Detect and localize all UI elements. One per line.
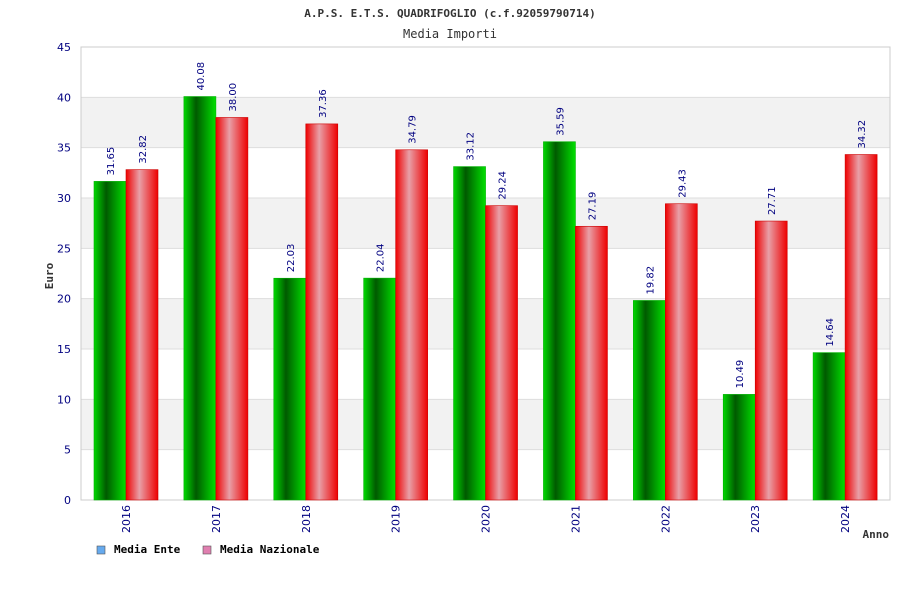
bar-media-nazionale-2019 — [395, 149, 428, 501]
chart-title: A.P.S. E.T.S. QUADRIFOGLIO (c.f.92059790… — [304, 7, 595, 20]
bar-media-nazionale-2023 — [754, 220, 788, 501]
x-axis-label: Anno — [863, 528, 890, 541]
x-tick-label: 2019 — [390, 505, 403, 533]
legend-label-media-nazionale: Media Nazionale — [220, 543, 320, 556]
bar-media-nazionale-2021 — [575, 225, 608, 501]
value-label: 33.12 — [466, 132, 477, 161]
y-tick-label: 40 — [57, 91, 71, 104]
bar-media-nazionale-2017 — [215, 117, 249, 501]
y-tick-label: 15 — [57, 343, 71, 356]
chart-subtitle: Media Importi — [403, 27, 497, 41]
y-tick-labels: 0 5 10 15 20 25 30 35 40 45 — [57, 41, 71, 507]
value-label: 27.71 — [767, 186, 778, 215]
y-tick-label: 35 — [57, 142, 71, 155]
value-label: 22.04 — [376, 243, 387, 272]
legend-swatch-media-ente — [96, 545, 106, 555]
bar-media-nazionale-2022 — [665, 203, 698, 501]
value-label: 29.24 — [498, 171, 509, 200]
x-tick-labels: 2016 2017 2018 2019 2020 2021 2022 2023 2024 — [120, 505, 852, 533]
bar-media-ente-2018 — [273, 277, 307, 501]
value-label: 37.36 — [318, 89, 329, 118]
value-label: 19.82 — [645, 266, 656, 295]
y-tick-label: 5 — [64, 444, 71, 457]
value-label: 29.43 — [677, 169, 688, 198]
value-label: 34.79 — [408, 115, 419, 144]
legend-swatch-media-nazionale — [202, 545, 212, 555]
bar-media-ente-2023 — [722, 394, 756, 501]
x-tick-label: 2016 — [120, 505, 133, 533]
y-tick-label: 25 — [57, 242, 71, 255]
value-label: 10.49 — [735, 360, 746, 389]
x-tick-label: 2023 — [749, 505, 762, 533]
legend-label-media-ente: Media Ente — [114, 543, 181, 556]
value-labels: 31.65 32.82 40.08 38.00 22.03 37.36 22.04 34.79… — [106, 62, 868, 389]
value-label: 38.00 — [228, 83, 239, 112]
y-tick-label: 30 — [57, 192, 71, 205]
y-tick-label: 0 — [64, 494, 71, 507]
bar-media-ente-2020 — [453, 166, 486, 501]
value-label: 32.82 — [138, 135, 149, 164]
x-tick-label: 2022 — [659, 505, 672, 533]
value-label: 35.59 — [555, 107, 566, 136]
x-tick-label: 2017 — [210, 505, 223, 533]
x-tick-label: 2018 — [300, 505, 313, 533]
x-tick-label: 2021 — [569, 505, 582, 533]
bar-media-ente-2022 — [633, 300, 666, 501]
x-tick-label: 2024 — [839, 505, 852, 533]
bar-media-nazionale-2020 — [485, 205, 518, 501]
bar-media-ente-2016 — [93, 181, 127, 501]
value-label: 27.19 — [587, 192, 598, 221]
y-tick-label: 20 — [57, 293, 71, 306]
bar-media-ente-2019 — [363, 277, 396, 501]
y-tick-label: 45 — [57, 41, 71, 54]
bar-media-ente-2021 — [543, 141, 576, 501]
bars — [93, 96, 878, 501]
plot-band — [81, 47, 890, 98]
value-label: 34.32 — [857, 120, 868, 149]
y-tick-label: 10 — [57, 393, 71, 406]
value-label: 22.03 — [286, 244, 297, 273]
x-tick-label: 2020 — [480, 505, 493, 533]
bar-media-ente-2024 — [812, 352, 846, 501]
bar-media-nazionale-2018 — [305, 123, 339, 501]
value-label: 31.65 — [106, 147, 117, 176]
bar-media-nazionale-2016 — [125, 169, 159, 501]
value-label: 40.08 — [196, 62, 207, 91]
legend: Media Ente Media Nazionale — [96, 543, 320, 556]
bar-media-nazionale-2024 — [844, 154, 878, 501]
bar-media-ente-2017 — [183, 96, 217, 501]
value-label: 14.64 — [825, 318, 836, 347]
y-axis-label: Euro — [43, 262, 56, 289]
